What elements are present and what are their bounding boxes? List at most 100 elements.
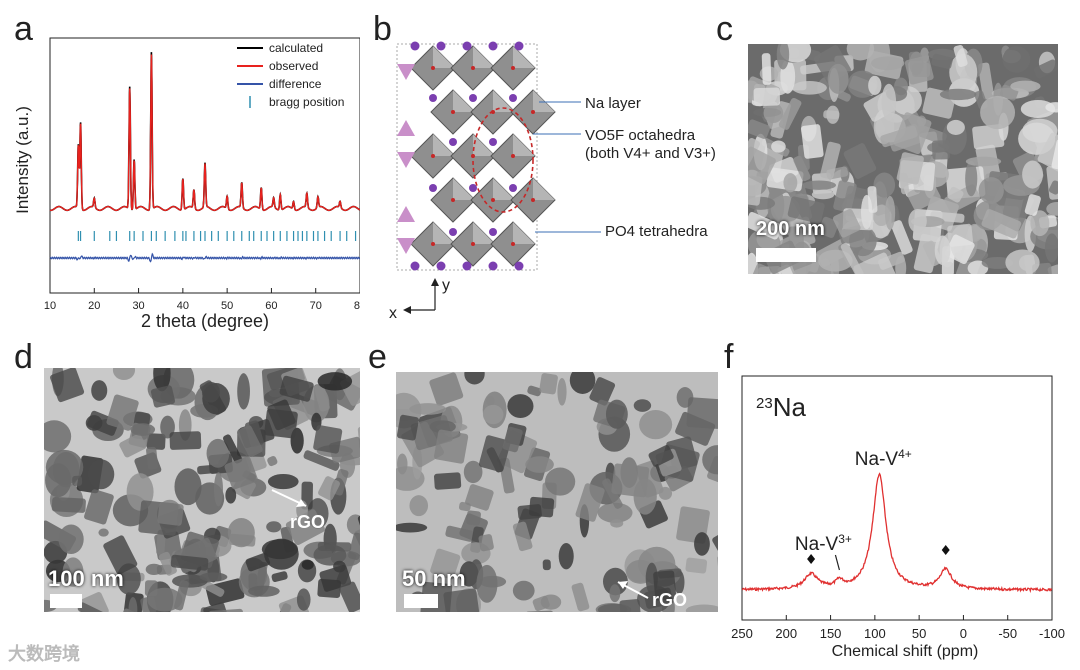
octahedron-face: [433, 46, 455, 68]
particle: [85, 415, 103, 431]
particle: [72, 475, 83, 486]
particle: [801, 124, 824, 159]
na-atom: [469, 184, 477, 192]
particle: [881, 83, 897, 121]
particle: [685, 604, 718, 612]
oxygen-atom: [531, 110, 535, 114]
particle: [512, 521, 533, 552]
po4-tetrahedron: [397, 120, 415, 136]
tem-d-rgo-label: rGO: [290, 512, 326, 532]
particle: [58, 524, 84, 555]
oxygen-atom: [491, 198, 495, 202]
particle: [502, 426, 523, 453]
particle: [339, 581, 360, 612]
particle: [1045, 102, 1058, 113]
tem-e-rgo-label: rGO: [652, 590, 688, 610]
octahedron-face: [473, 46, 495, 68]
particle: [153, 368, 171, 392]
particle: [753, 87, 781, 107]
legend-label-1: observed: [269, 59, 318, 73]
oxygen-atom: [511, 242, 515, 246]
po4-tetrahedron: [397, 206, 415, 222]
na-atom: [410, 41, 420, 51]
particle: [150, 385, 176, 408]
diamond-marker: [807, 554, 816, 564]
particle: [558, 543, 574, 570]
particle: [213, 472, 223, 507]
nmr-xlabel: Chemical shift (ppm): [832, 643, 979, 660]
particle: [965, 160, 978, 197]
particle: [156, 529, 166, 555]
particle: [346, 514, 360, 535]
particle: [409, 403, 447, 415]
particle: [463, 460, 483, 484]
na-v3-label: Na-V3+: [795, 532, 852, 555]
particle: [843, 143, 877, 179]
particle: [224, 456, 258, 490]
na-atom: [488, 261, 498, 271]
particle: [853, 252, 901, 274]
particle: [266, 521, 282, 533]
po4-tetrahedron: [397, 238, 415, 254]
oxygen-atom: [431, 154, 435, 158]
particle: [771, 140, 786, 153]
particle: [545, 467, 576, 496]
axis-y-label: y: [442, 277, 450, 294]
particle: [84, 489, 114, 525]
particle: [237, 373, 250, 410]
particle: [1022, 160, 1044, 189]
particle: [965, 156, 1002, 167]
nmr-x-tick-label: -100: [1039, 626, 1065, 641]
particle: [170, 554, 209, 571]
particle: [694, 532, 710, 556]
octahedron-face: [513, 46, 535, 68]
particle: [1010, 80, 1041, 92]
particle: [103, 535, 138, 575]
particle: [1046, 202, 1058, 216]
na-atom: [410, 261, 420, 271]
particle: [840, 242, 864, 274]
particle: [639, 409, 673, 440]
watermark: 大数跨境: [8, 644, 80, 664]
particle: [597, 502, 633, 523]
particle: [609, 584, 621, 603]
na-atom: [514, 261, 524, 271]
particle: [823, 110, 840, 120]
octahedron-face: [433, 222, 455, 244]
observed-line: [49, 54, 360, 211]
particle: [589, 377, 616, 406]
diamond-marker: [941, 545, 950, 555]
particle: [45, 449, 84, 485]
xrd-xlabel: 2 theta (degree): [141, 311, 269, 331]
particle: [748, 175, 763, 206]
na-atom: [514, 41, 524, 51]
crystal-structure: Na layer VO5F octahedra (both V4+ and V3…: [385, 38, 725, 328]
particle: [317, 372, 353, 391]
particle: [397, 453, 408, 475]
particle: [1047, 264, 1058, 274]
particle: [880, 125, 918, 148]
particle: [50, 368, 85, 403]
particle: [946, 119, 965, 135]
particle: [476, 564, 498, 603]
po4-tetrahedron: [397, 64, 415, 80]
octahedron-face: [493, 178, 515, 200]
particle: [174, 468, 202, 506]
particle: [783, 173, 798, 193]
particle: [443, 588, 480, 612]
particle: [648, 445, 674, 467]
particle: [44, 420, 72, 453]
particle: [482, 404, 504, 425]
particle: [748, 119, 771, 139]
rgo-arrowhead: [296, 499, 306, 507]
nmr-plot-frame: [741, 375, 1053, 621]
xrd-x-tick-label: 10: [44, 300, 56, 312]
particle: [201, 381, 220, 403]
oxygen-atom: [471, 242, 475, 246]
particle: [146, 446, 159, 470]
nmr-chart: 250 200 150 100 50 0 -50 -100 23Na Na-V4+ Na-V3+ C…: [731, 375, 1065, 660]
particle: [318, 476, 340, 501]
particle: [931, 53, 953, 69]
particle: [818, 249, 853, 272]
particle: [1033, 59, 1058, 79]
